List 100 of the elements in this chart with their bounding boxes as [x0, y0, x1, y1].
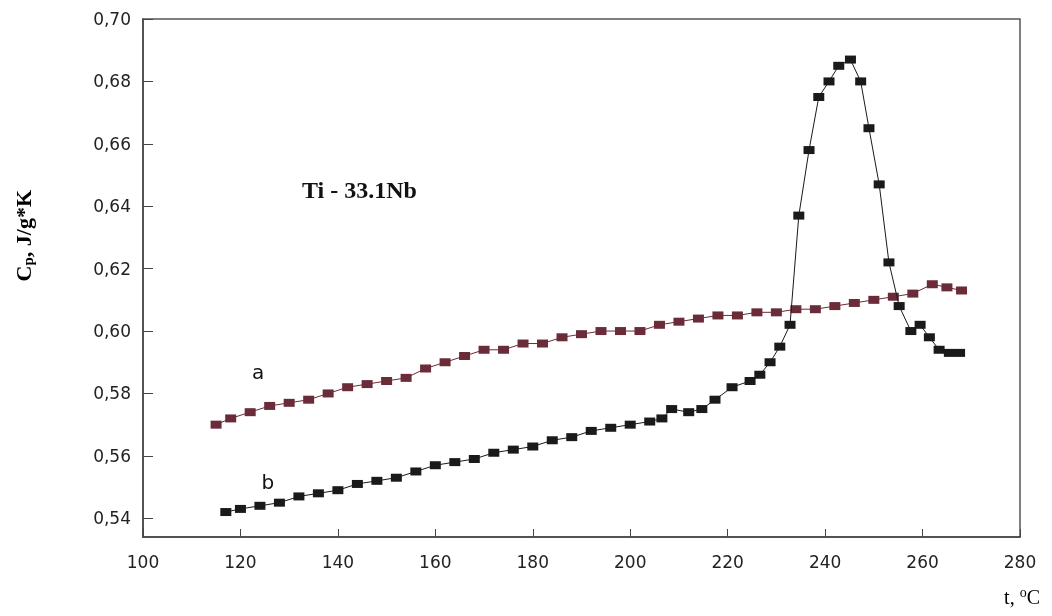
point: [844, 55, 856, 64]
point: [907, 289, 919, 298]
y-tick-label: 0,68: [93, 71, 131, 92]
point: [883, 258, 895, 267]
point: [507, 445, 519, 454]
point: [468, 454, 480, 463]
point: [332, 486, 344, 495]
y-tick-label: 0,58: [93, 383, 131, 404]
point: [244, 408, 256, 417]
point: [351, 479, 363, 488]
point: [381, 376, 393, 385]
point: [390, 473, 402, 482]
point: [692, 314, 704, 323]
point: [283, 398, 295, 407]
point: [793, 211, 805, 220]
point: [914, 320, 926, 329]
point: [342, 383, 354, 392]
series-label: b: [261, 469, 275, 494]
point: [696, 405, 708, 414]
point: [893, 302, 905, 311]
point: [585, 426, 597, 435]
y-tick-label: 0,60: [93, 321, 131, 342]
point: [923, 333, 935, 342]
x-tick-label: 140: [321, 551, 355, 572]
point: [537, 339, 549, 348]
point: [855, 77, 867, 86]
point: [926, 280, 938, 289]
point: [605, 423, 617, 432]
point: [744, 376, 756, 385]
point: [361, 380, 373, 389]
point: [225, 414, 237, 423]
point: [644, 417, 656, 426]
point: [220, 508, 232, 517]
point: [439, 358, 451, 367]
point: [712, 311, 724, 320]
point: [556, 333, 568, 342]
point: [833, 61, 845, 70]
point: [234, 504, 246, 513]
point: [273, 498, 285, 507]
point: [751, 308, 763, 317]
point: [683, 408, 695, 417]
y-tick-label: 0,66: [93, 133, 131, 154]
x-tick-label: 180: [516, 551, 549, 572]
series-label: a: [252, 360, 265, 385]
point: [873, 180, 885, 189]
point: [868, 295, 880, 304]
point: [943, 348, 955, 357]
point: [322, 389, 334, 398]
point: [459, 352, 471, 361]
point: [933, 345, 945, 354]
point: [754, 370, 766, 379]
point: [210, 420, 222, 429]
point: [264, 401, 276, 410]
point: [673, 317, 685, 326]
point: [303, 395, 315, 404]
point: [420, 364, 432, 373]
point: [293, 492, 305, 501]
point: [566, 433, 578, 442]
point: [254, 501, 266, 510]
point: [653, 320, 665, 329]
point: [410, 467, 422, 476]
point: [478, 345, 490, 354]
point: [803, 146, 815, 155]
x-tick-label: 280: [1003, 551, 1037, 572]
x-tick-label: 120: [224, 551, 257, 572]
point: [527, 442, 539, 451]
point: [576, 330, 587, 339]
x-tick-label: 240: [808, 551, 842, 572]
point: [941, 283, 953, 292]
point: [614, 327, 626, 336]
point: [400, 373, 412, 382]
point: [498, 345, 510, 354]
x-tick-label: 160: [419, 551, 452, 572]
point: [731, 311, 743, 320]
point: [774, 342, 786, 351]
point: [595, 327, 607, 336]
point: [764, 358, 776, 367]
point: [546, 436, 558, 445]
y-tick-label: 0,56: [93, 445, 131, 466]
point: [624, 420, 636, 429]
point: [905, 327, 917, 336]
point: [726, 383, 738, 392]
point: [488, 448, 500, 457]
point: [517, 339, 529, 348]
point: [809, 305, 821, 314]
point: [371, 476, 383, 485]
annotation: Ti - 33.1Nb: [302, 177, 417, 203]
point: [770, 308, 782, 317]
point: [709, 395, 721, 404]
y-axis-title: Cp, J/g*K: [10, 189, 36, 282]
x-tick-label: 200: [614, 551, 647, 572]
point: [956, 286, 968, 295]
point: [813, 93, 825, 102]
point: [848, 298, 860, 307]
point: [449, 458, 461, 467]
point: [823, 77, 835, 86]
x-tick-label: 260: [906, 551, 939, 572]
x-tick-label: 220: [711, 551, 744, 572]
point: [829, 302, 841, 311]
point: [954, 348, 966, 357]
